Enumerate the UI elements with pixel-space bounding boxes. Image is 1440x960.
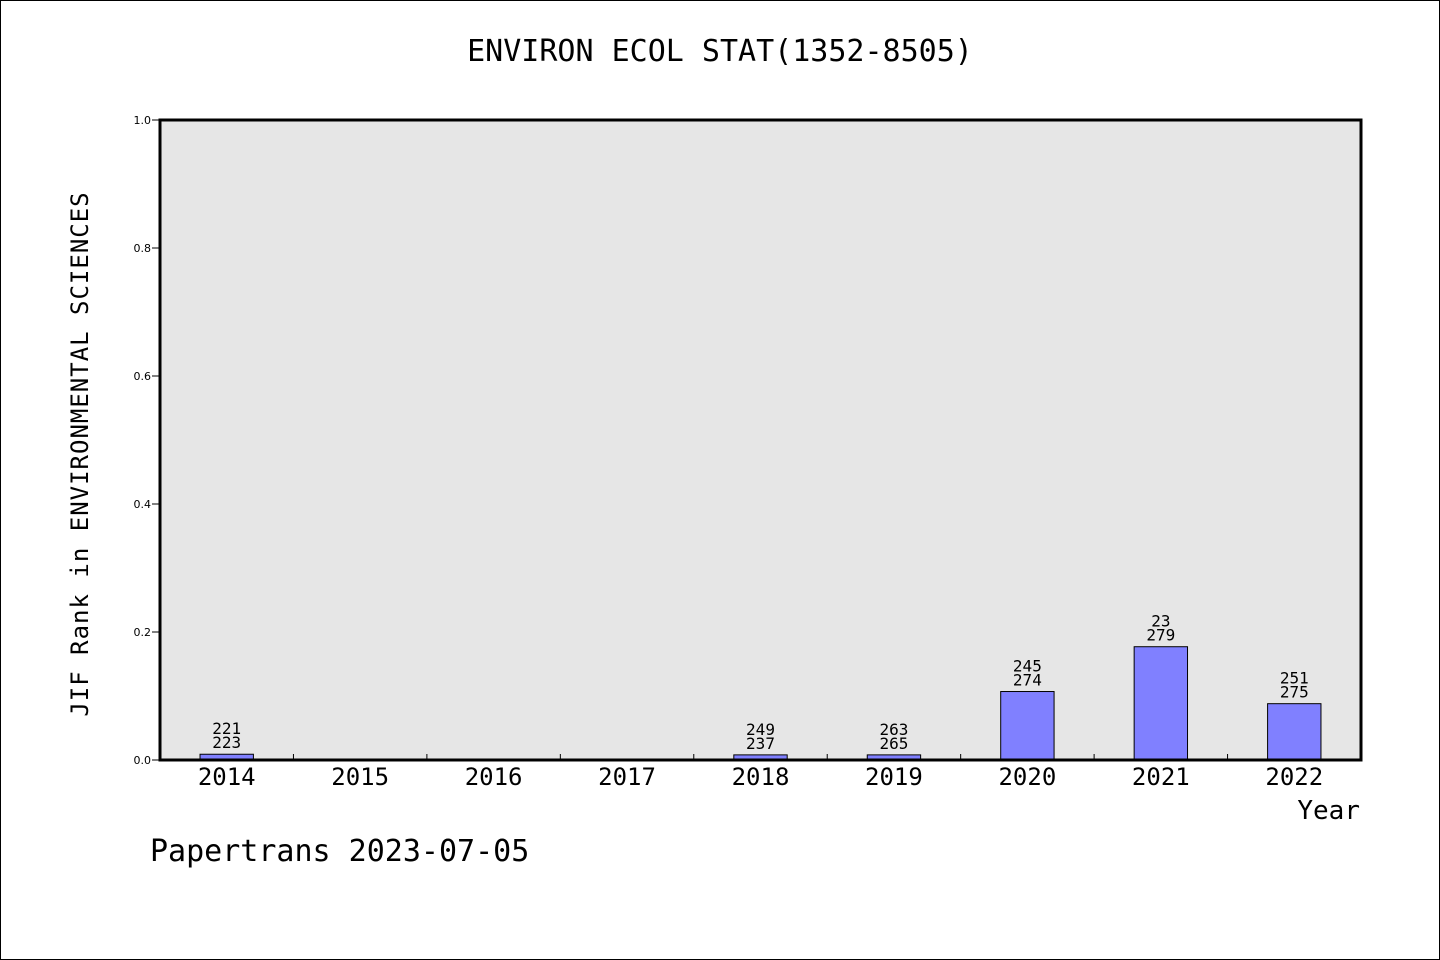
bar-label-bottom-2014: 223 [212,733,241,752]
y-tick-label: 0.0 [134,754,152,767]
bar-label-bottom-2021: 279 [1146,626,1175,645]
x-tick-label-2022: 2022 [1265,763,1323,791]
y-tick-label: 0.2 [134,626,152,639]
watermark-text: Papertrans 2023-07-05 [150,834,530,869]
bar-label-top-2014: 221 [212,719,241,738]
bar-label-bottom-2020: 274 [1013,671,1042,690]
x-tick-label-2015: 2015 [331,763,389,791]
x-tick-label-2021: 2021 [1132,763,1190,791]
x-tick-label-2018: 2018 [732,763,790,791]
bar-label-top-2019: 263 [879,720,908,739]
x-axis-label: Year [1297,796,1360,826]
bar-label-bottom-2022: 275 [1280,683,1309,702]
x-tick-label-2017: 2017 [598,763,656,791]
chart-title: ENVIRON ECOL STAT(1352-8505) [467,34,973,69]
plot-border [158,118,1363,762]
x-tick-label-2014: 2014 [198,763,256,791]
bar-label-top-2021: 23 [1151,612,1170,631]
y-tick-label: 0.4 [134,498,152,511]
bar-label-top-2018: 249 [746,720,775,739]
bar-2022 [1267,703,1322,761]
bar-label-top-2022: 251 [1280,669,1309,688]
bar-label-bottom-2019: 265 [879,734,908,753]
bar-2021 [1133,646,1189,761]
bar-label-bottom-2018: 237 [746,734,775,753]
y-tick-label: 1.0 [134,114,152,127]
x-tick-label-2016: 2016 [465,763,523,791]
y-tick-label: 0.6 [134,370,152,383]
bar-label-top-2020: 245 [1013,657,1042,676]
y-tick-label: 0.8 [134,242,152,255]
bar-2020 [1000,691,1055,761]
x-tick-label-2020: 2020 [998,763,1056,791]
x-tick-label-2019: 2019 [865,763,923,791]
